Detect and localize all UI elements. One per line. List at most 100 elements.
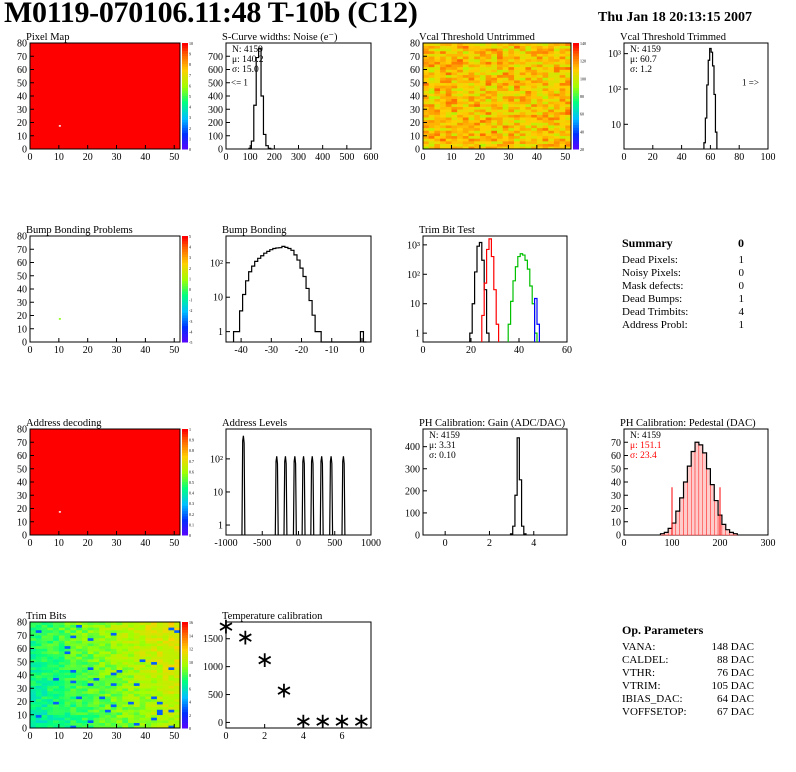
heatmap-cell	[76, 643, 83, 647]
heatmap-cell	[64, 706, 71, 710]
heatmap-cell	[491, 125, 498, 129]
heatmap-cell	[174, 720, 181, 723]
heatmap-cell	[41, 693, 48, 697]
heatmap-cell	[497, 119, 503, 123]
y-tick-label: 0	[616, 531, 621, 542]
heatmap-cell	[35, 667, 42, 670]
heatmap-cell	[105, 622, 112, 625]
heatmap-cell	[116, 680, 123, 684]
heatmap-cell	[139, 709, 146, 713]
heatmap-cell	[116, 653, 123, 657]
heatmap-cell	[423, 109, 429, 113]
heatmap-cell	[116, 672, 123, 676]
heatmap-cell	[440, 56, 447, 60]
y-tick-label: 1	[415, 329, 420, 340]
heatmap-cell	[99, 643, 106, 647]
heatmap-cell	[457, 143, 464, 147]
plot-title: Address decoding	[26, 418, 102, 429]
heatmap-cell	[548, 48, 555, 52]
heatmap-cell	[30, 659, 37, 663]
heatmap-cell	[479, 98, 486, 102]
heatmap-cell	[440, 90, 447, 94]
scatter-point: ∗	[333, 708, 351, 733]
heatmap-cell	[128, 690, 135, 694]
heatmap-cell	[139, 629, 146, 633]
heatmap-cell	[428, 138, 435, 142]
colorbar-cell	[182, 474, 188, 478]
heatmap-cell	[440, 53, 447, 57]
heatmap-cell	[445, 117, 452, 121]
heatmap-cell	[133, 725, 140, 729]
heatmap-cell	[133, 659, 140, 663]
heatmap-cell	[508, 82, 515, 86]
heatmap-cell	[525, 50, 532, 54]
heatmap-cell	[553, 93, 560, 97]
heatmap-cell	[497, 133, 503, 137]
heatmap-cell	[474, 64, 481, 68]
heatmap-cell	[168, 712, 175, 716]
colorbar-cell	[182, 434, 188, 438]
heatmap-cell	[468, 143, 475, 147]
heatmap-cell	[151, 669, 158, 673]
heatmap-cell	[559, 117, 566, 121]
heatmap-cell	[514, 125, 521, 129]
heatmap-cell	[462, 66, 469, 70]
colorbar-cell	[573, 96, 579, 100]
heatmap-cell	[525, 103, 532, 107]
heatmap-cell	[35, 685, 42, 689]
heatmap-cell	[76, 725, 83, 729]
heatmap-cell	[30, 661, 37, 665]
heatmap-cell	[531, 101, 538, 105]
heatmap-cell	[485, 130, 492, 134]
heatmap-cell	[41, 635, 48, 639]
heatmap-cell	[445, 48, 452, 52]
overflow-annotation: 1 =>	[742, 77, 759, 87]
x-tick-label: 50	[169, 152, 179, 163]
heatmap-cell	[168, 714, 175, 718]
heatmap-cell	[128, 677, 135, 681]
heatmap-cell	[440, 93, 447, 97]
colorbar-cell	[573, 58, 579, 63]
heatmap-cell	[514, 90, 521, 94]
heatmap-cell	[133, 627, 140, 631]
x-tick-label: 50	[169, 345, 179, 356]
heatmap-cell	[553, 72, 560, 76]
heatmap-cell	[156, 688, 163, 692]
heatmap-cell	[565, 114, 572, 118]
heatmap-cell	[445, 88, 452, 91]
heatmap-cell	[105, 664, 112, 668]
heatmap-cell	[87, 675, 94, 678]
heatmap-cell	[474, 88, 481, 91]
heatmap-cell	[514, 77, 521, 81]
colorbar-cell	[182, 270, 188, 274]
colorbar-cell	[182, 64, 188, 68]
heatmap-cell	[497, 135, 503, 139]
heatmap-cell	[536, 119, 543, 123]
stat-sigma: σ: 15.0	[232, 65, 259, 75]
heatmap-cell	[47, 690, 54, 694]
heatmap-cell	[151, 622, 158, 625]
heatmap-cell	[168, 688, 175, 692]
heatmap-cell	[99, 667, 106, 670]
plot-title: Bump Bonding Problems	[26, 225, 133, 236]
heatmap-cell	[168, 640, 175, 644]
heatmap-cell	[105, 651, 112, 655]
heatmap-cell	[531, 58, 538, 62]
heatmap-cell	[76, 661, 83, 665]
heatmap-cell	[99, 717, 106, 721]
heatmap-cell	[128, 648, 135, 652]
heatmap-cell	[445, 53, 452, 57]
heatmap-cell	[514, 64, 521, 68]
heatmap-cell	[53, 701, 60, 705]
x-tick-label: 30	[112, 731, 122, 742]
heatmap-cell	[457, 93, 464, 97]
heatmap-cell	[428, 133, 435, 137]
colorbar-tick-label: 7	[189, 73, 191, 78]
heatmap-cell	[445, 103, 452, 107]
heatmap-cell	[116, 664, 123, 668]
x-tick-label: 10	[54, 345, 64, 356]
heatmap-cell	[514, 106, 521, 110]
heatmap-cell	[139, 698, 146, 702]
heatmap-cell	[468, 135, 475, 139]
